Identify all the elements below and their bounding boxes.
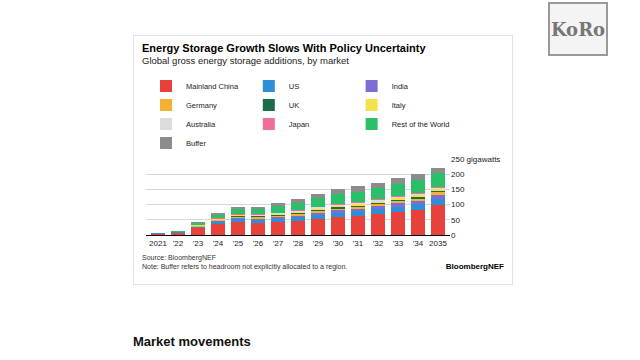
svg-text:'34: '34: [413, 239, 424, 248]
svg-text:Rest of the World: Rest of the World: [392, 120, 450, 129]
svg-text:50: 50: [451, 216, 460, 225]
html-text:Energy Storage Growth Slows Wi: Energy Storage Growth Slows With Policy …: [142, 42, 426, 54]
html-text:Note: Buffer refers to headroo: Note: Buffer refers to headroom not expl…: [142, 263, 348, 270]
html-text:KoRo: KoRo: [550, 18, 606, 40]
svg-text:US: US: [289, 82, 299, 91]
html-text:Source: BloombergNEF: Source: BloombergNEF: [142, 254, 216, 261]
svg-text:'30: '30: [333, 239, 344, 248]
svg-text:'24: '24: [213, 239, 224, 248]
svg-text:'25: '25: [233, 239, 244, 248]
html-text:Market movements: Market movements: [133, 334, 251, 349]
svg-text:100: 100: [451, 200, 465, 209]
svg-text:'26: '26: [253, 239, 264, 248]
html-text:BloombergNEF: BloombergNEF: [445, 262, 504, 271]
svg-text:250 gigawatts: 250 gigawatts: [451, 155, 500, 164]
html-text:Global gross energy storage ad: Global gross energy storage additions, b…: [142, 55, 349, 66]
svg-text:Buffer: Buffer: [186, 139, 206, 148]
svg-text:India: India: [392, 82, 409, 91]
svg-text:'27: '27: [273, 239, 284, 248]
svg-text:Australia: Australia: [186, 120, 216, 129]
svg-text:'28: '28: [293, 239, 304, 248]
svg-text:'32: '32: [373, 239, 384, 248]
svg-text:'29: '29: [313, 239, 324, 248]
svg-text:2035: 2035: [429, 239, 447, 248]
svg-text:'22: '22: [173, 239, 184, 248]
svg-text:UK: UK: [289, 101, 299, 110]
svg-text:'33: '33: [393, 239, 404, 248]
svg-text:'23: '23: [193, 239, 204, 248]
svg-text:Italy: Italy: [392, 101, 406, 110]
svg-text:Japan: Japan: [289, 120, 309, 129]
svg-text:'31: '31: [353, 239, 364, 248]
svg-text:0: 0: [451, 231, 456, 240]
svg-text:2021: 2021: [149, 239, 167, 248]
svg-text:Germany: Germany: [186, 101, 217, 110]
svg-text:Mainland China: Mainland China: [186, 82, 239, 91]
svg-text:150: 150: [451, 185, 465, 194]
svg-text:200: 200: [451, 170, 465, 179]
